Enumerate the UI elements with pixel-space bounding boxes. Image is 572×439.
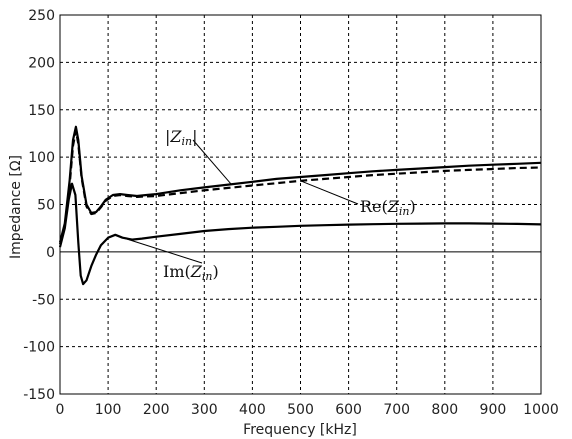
x-tick-label: 400 bbox=[239, 402, 266, 418]
x-tick-label: 500 bbox=[287, 402, 314, 418]
y-tick-label: 100 bbox=[28, 150, 55, 166]
annotation-im-zin: Im(Zin) bbox=[163, 262, 219, 283]
y-tick-label: 150 bbox=[28, 103, 55, 119]
x-axis-label: Frequency [kHz] bbox=[243, 422, 357, 438]
x-tick-label: 1000 bbox=[523, 402, 559, 418]
y-tick-label: 50 bbox=[37, 198, 55, 214]
annotation-abs-zin: |Zin| bbox=[165, 127, 198, 148]
leader-im-zin bbox=[116, 235, 203, 264]
y-tick-label: 0 bbox=[46, 245, 55, 261]
x-tick-labels: 0 100 200 300 400 500 600 700 800 900 1000 bbox=[56, 402, 559, 418]
y-axis-label: Impedance [Ω] bbox=[8, 155, 24, 259]
y-tick-label: -100 bbox=[23, 340, 55, 356]
grid-lines bbox=[60, 15, 541, 394]
annotation-leaders bbox=[116, 139, 359, 264]
series-layer bbox=[58, 125, 542, 286]
plot-frame bbox=[59, 14, 542, 395]
leader-abs-zin bbox=[192, 139, 232, 184]
x-tick-label: 200 bbox=[143, 402, 170, 418]
annotation-re-zin: Re(Zin) bbox=[360, 197, 416, 218]
x-tick-label: 600 bbox=[335, 402, 362, 418]
y-tick-label: -50 bbox=[32, 292, 55, 308]
y-tick-label: 200 bbox=[28, 55, 55, 71]
x-tick-label: 0 bbox=[56, 402, 65, 418]
x-tick-label: 800 bbox=[431, 402, 458, 418]
series-im-zin-line bbox=[58, 182, 542, 286]
series-re-zin-line bbox=[58, 129, 542, 245]
x-tick-label: 700 bbox=[383, 402, 410, 418]
x-tick-label: 900 bbox=[480, 402, 507, 418]
y-tick-labels: 250 200 150 100 50 0 -50 -100 -150 bbox=[23, 8, 55, 403]
x-tick-label: 300 bbox=[191, 402, 218, 418]
x-tick-label: 100 bbox=[95, 402, 122, 418]
series-abs-zin-line bbox=[58, 125, 542, 243]
y-tick-label: 250 bbox=[28, 8, 55, 24]
y-tick-label: -150 bbox=[23, 387, 55, 403]
leader-re-zin bbox=[300, 180, 359, 205]
